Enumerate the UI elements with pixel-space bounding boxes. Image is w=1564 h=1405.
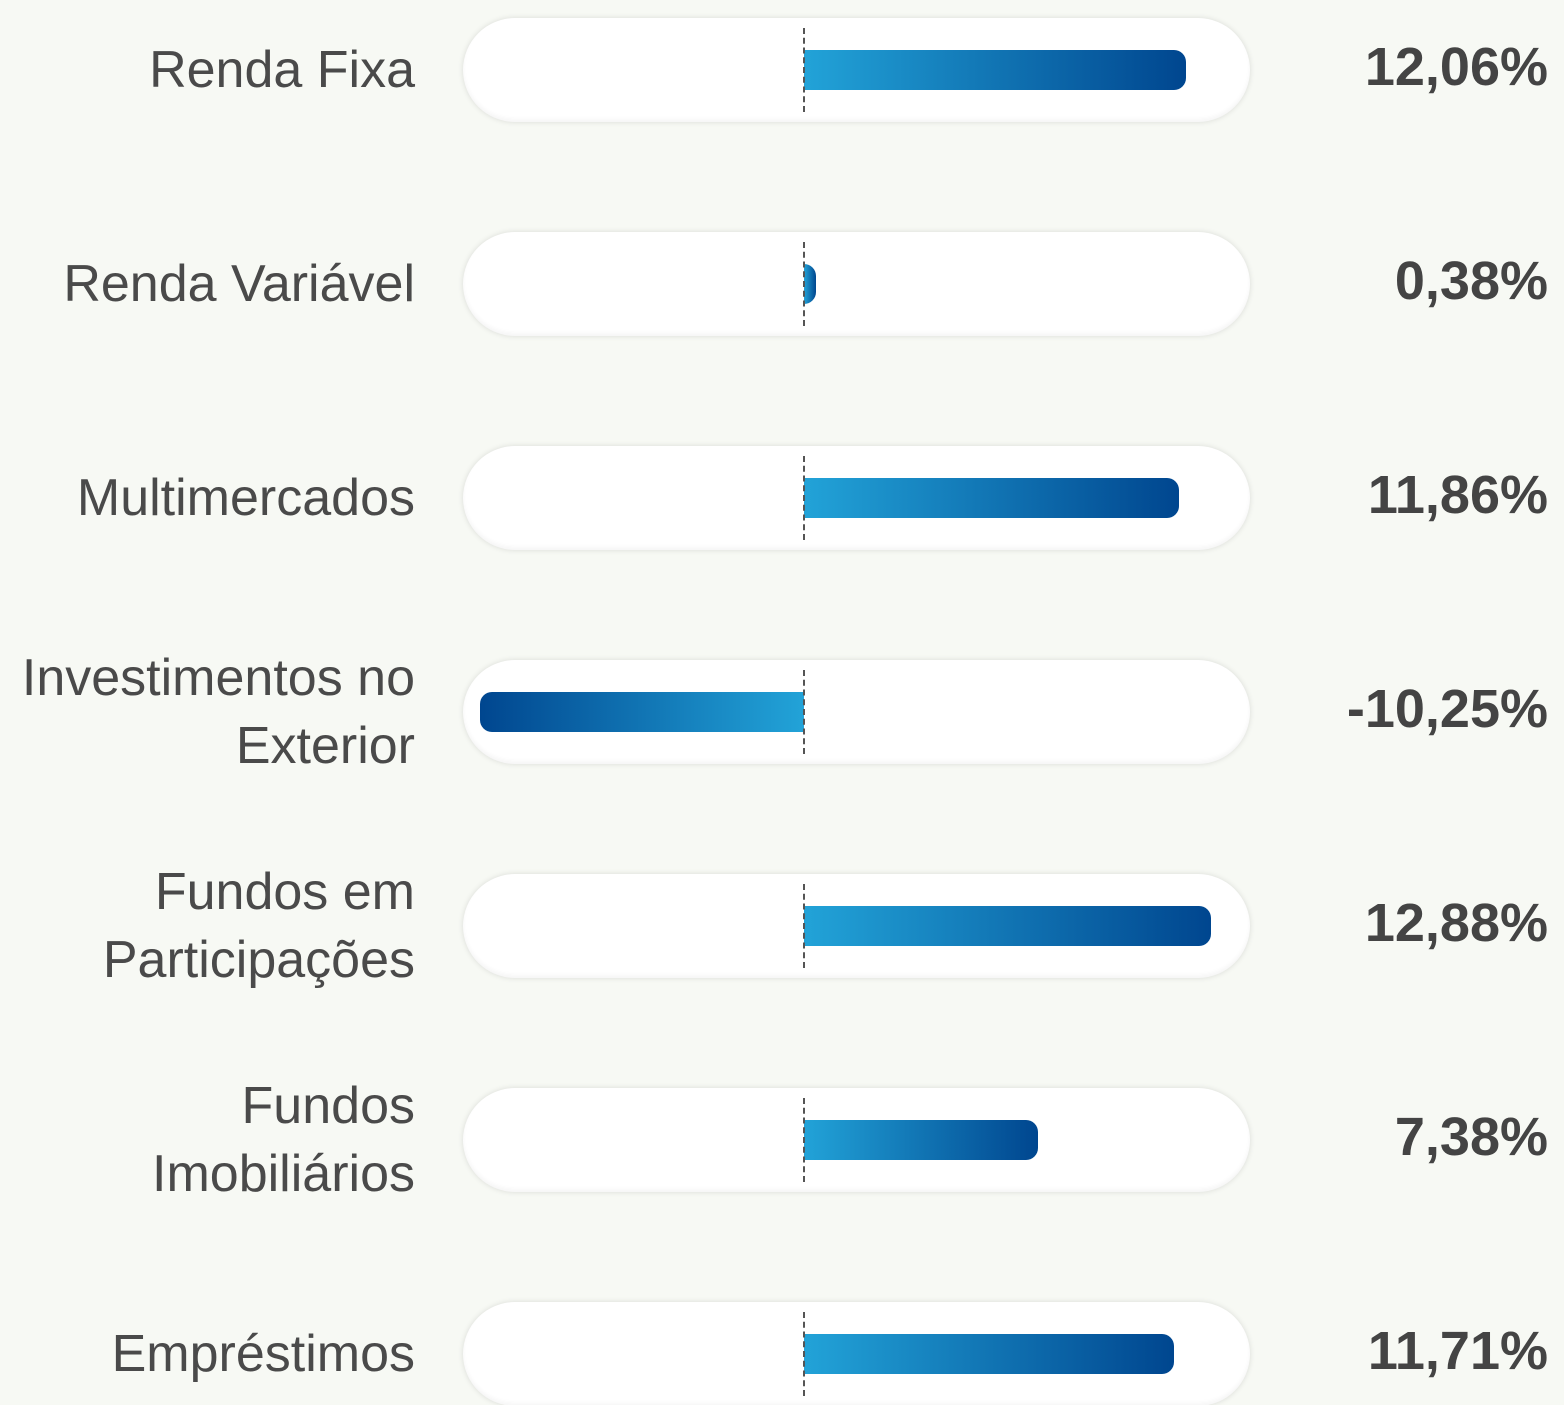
bar: [804, 906, 1212, 946]
zero-line: [803, 28, 806, 112]
value-label: 11,71%: [1367, 1321, 1548, 1381]
zero-line: [803, 456, 806, 540]
bar-track: [463, 660, 1250, 764]
bar-track: [463, 1088, 1250, 1192]
category-label: Renda Variável: [63, 255, 415, 313]
category-label: Empréstimos: [111, 1325, 415, 1383]
value-label: 12,88%: [1364, 893, 1548, 953]
zero-line: [803, 670, 806, 754]
bar: [804, 478, 1180, 518]
bar-track: [463, 446, 1250, 550]
bar: [804, 1120, 1038, 1160]
value-label: 11,86%: [1367, 465, 1548, 525]
bar: [804, 1334, 1175, 1374]
bar-track: [463, 232, 1250, 336]
bar-track: [463, 874, 1250, 978]
value-label: -10,25%: [1346, 679, 1548, 739]
bar: [804, 50, 1186, 90]
value-label: 0,38%: [1394, 251, 1548, 311]
bar-track: [463, 18, 1250, 122]
value-label: 12,06%: [1364, 37, 1548, 97]
bar: [480, 692, 805, 732]
zero-line: [803, 242, 806, 326]
zero-line: [803, 1098, 806, 1182]
value-label: 7,38%: [1394, 1107, 1548, 1167]
zero-line: [803, 884, 806, 968]
category-label: Fundos Imobiliários: [152, 1077, 415, 1203]
zero-line: [803, 1312, 806, 1396]
category-label: Fundos em Participações: [102, 863, 415, 989]
category-label: Investimentos no Exterior: [21, 649, 415, 775]
bar: [804, 264, 817, 304]
bar-track: [463, 1302, 1250, 1405]
category-label: Multimercados: [76, 469, 415, 527]
category-label: Renda Fixa: [149, 41, 415, 99]
